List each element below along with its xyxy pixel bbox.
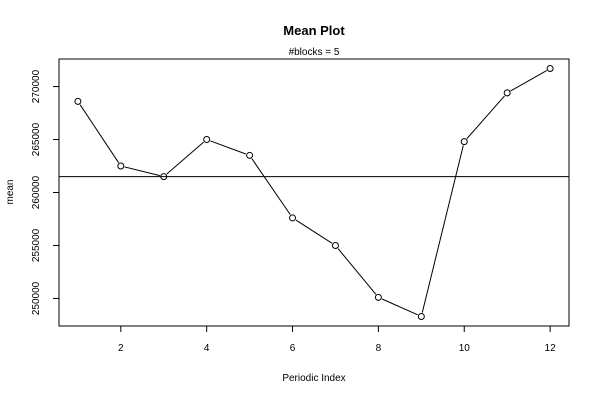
series-segment <box>124 166 160 177</box>
series-mean <box>59 65 569 320</box>
series-segment <box>251 158 291 215</box>
y-axis: 250000 255000 260000 265000 270000 <box>31 69 59 315</box>
x-axis: 2 4 6 8 10 12 <box>118 326 556 354</box>
series-segment <box>337 248 377 295</box>
series-segment <box>421 145 464 313</box>
series-segment <box>295 219 333 244</box>
x-tick-label: 10 <box>459 343 471 354</box>
x-tick-label: 2 <box>118 343 124 354</box>
x-axis-label: Periodic Index <box>282 373 345 384</box>
data-point <box>503 89 511 97</box>
data-point <box>74 97 82 105</box>
data-point <box>546 65 554 73</box>
data-point <box>160 173 168 181</box>
data-point <box>417 312 425 320</box>
chart-subtitle: #blocks = 5 <box>289 47 340 58</box>
data-point <box>203 136 211 144</box>
series-segment <box>210 140 247 155</box>
y-axis-label: mean <box>5 179 16 204</box>
y-tick-label: 265000 <box>31 122 42 156</box>
data-point <box>331 241 339 249</box>
series-segment <box>166 141 204 175</box>
y-tick-label: 270000 <box>31 69 42 103</box>
y-tick-label: 255000 <box>31 228 42 262</box>
data-point <box>246 151 254 159</box>
data-point <box>374 293 382 301</box>
data-point <box>289 214 297 222</box>
y-tick-label: 250000 <box>31 281 42 315</box>
chart-title: Mean Plot <box>283 23 345 38</box>
series-segment <box>381 298 418 316</box>
series-segment <box>510 70 547 92</box>
series-segment <box>466 95 505 139</box>
plot-frame <box>58 58 570 327</box>
data-point <box>117 162 125 170</box>
y-tick-label: 260000 <box>31 175 42 209</box>
x-tick-label: 6 <box>290 343 296 354</box>
data-point <box>460 138 468 146</box>
x-tick-label: 12 <box>545 343 557 354</box>
x-tick-label: 8 <box>376 343 382 354</box>
series-segment <box>79 104 120 163</box>
x-tick-label: 4 <box>204 343 210 354</box>
